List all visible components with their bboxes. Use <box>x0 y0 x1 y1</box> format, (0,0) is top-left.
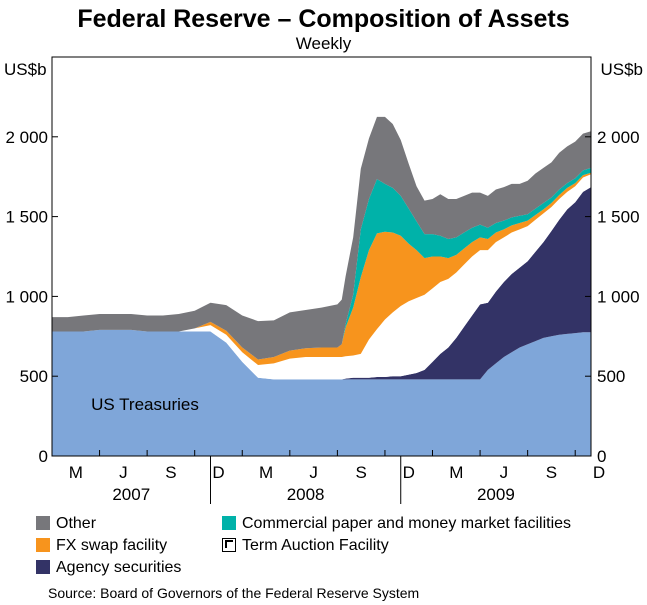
y-tick-label-right: 500 <box>597 367 625 386</box>
legend-label-agency: Agency securities <box>56 559 181 576</box>
chart-title: Federal Reserve – Composition of Assets <box>77 5 569 33</box>
x-tick-label-month: J <box>309 463 318 482</box>
plot-frame <box>51 56 592 457</box>
annotation-us-treasuries: US Treasuries <box>91 395 199 414</box>
legend-swatch-fx-swap <box>36 538 50 552</box>
legend-swatch-commercial-paper <box>222 516 236 530</box>
x-tick-label-month: M <box>449 463 463 482</box>
y-axis-unit-right: US$b <box>600 60 643 79</box>
legend-swatch-agency <box>36 560 50 574</box>
legend-swatch-other <box>36 516 50 530</box>
area-term-auction-facility <box>52 174 591 380</box>
y-axis-unit-left: US$b <box>4 60 47 79</box>
axis-ticks: 0 0 500 500 1 000 1 000 1 500 1 500 2 000 2 000 M J… <box>5 128 640 504</box>
y-tick-label-right: 1 500 <box>597 208 640 227</box>
x-tick-label-month: D <box>593 463 605 482</box>
y-tick-label-right: 1 000 <box>597 287 640 306</box>
y-tick-label-left: 1 000 <box>5 287 48 306</box>
y-tick-label-left: 500 <box>20 367 48 386</box>
x-tick-label-month: D <box>212 463 224 482</box>
legend-label-fx-swap: FX swap facility <box>56 537 167 554</box>
chart-subtitle: Weekly <box>296 34 352 53</box>
x-year-label: 2008 <box>287 485 325 504</box>
plot-area <box>52 116 591 456</box>
y-tick-label-left: 1 500 <box>5 208 48 227</box>
y-tick-label-left: 2 000 <box>5 128 48 147</box>
legend-swatch-term-auction-shadow <box>225 540 233 548</box>
x-tick-label-month: D <box>403 463 415 482</box>
x-tick-label-month: J <box>119 463 128 482</box>
legend: Other Commercial paper and money market … <box>36 515 571 576</box>
x-tick-label-month: S <box>165 463 176 482</box>
y-tick-label-right: 0 <box>597 447 606 466</box>
x-tick-label-month: S <box>546 463 557 482</box>
legend-label-commercial-paper: Commercial paper and money market facili… <box>242 515 571 532</box>
legend-label-other: Other <box>56 515 97 532</box>
y-tick-label-left: 0 <box>39 447 48 466</box>
area-other <box>52 116 591 360</box>
x-tick-label-month: S <box>355 463 366 482</box>
legend-label-term-auction: Term Auction Facility <box>242 537 389 554</box>
x-year-label: 2007 <box>112 485 150 504</box>
source-note: Source: Board of Governors of the Federa… <box>48 585 419 601</box>
x-tick-label-month: M <box>69 463 83 482</box>
x-year-label: 2009 <box>477 485 515 504</box>
y-tick-label-right: 2 000 <box>597 128 640 147</box>
area-us-treasuries <box>52 329 591 456</box>
x-tick-label-month: M <box>259 463 273 482</box>
x-tick-label-month: J <box>500 463 509 482</box>
